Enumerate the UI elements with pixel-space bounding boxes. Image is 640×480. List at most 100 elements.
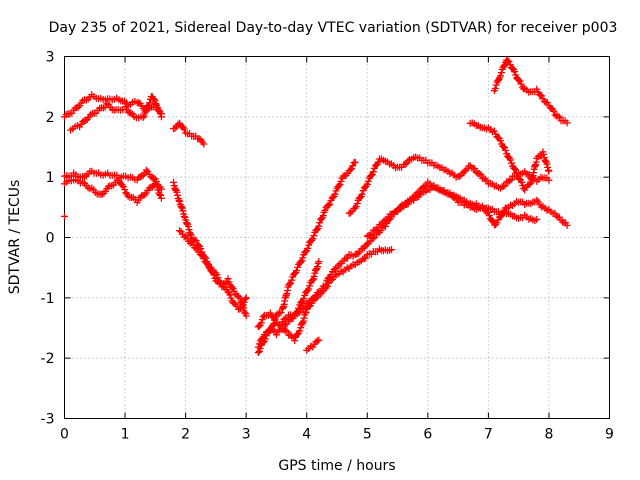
data-point xyxy=(456,172,464,180)
series-track xyxy=(303,336,323,354)
series-track xyxy=(170,119,208,148)
data-point xyxy=(153,183,161,191)
data-point xyxy=(499,209,507,217)
data-point xyxy=(377,221,385,229)
data-point xyxy=(545,167,553,175)
data-point xyxy=(156,191,164,199)
data-point xyxy=(335,182,343,190)
data-point xyxy=(416,188,424,196)
data-point xyxy=(503,178,511,186)
y-tick-label: -3 xyxy=(41,412,55,428)
data-point xyxy=(154,186,162,194)
data-point xyxy=(118,181,126,189)
data-point xyxy=(325,201,332,209)
data-point xyxy=(74,103,82,111)
data-point xyxy=(504,57,512,65)
x-tick-label: 2 xyxy=(181,427,190,443)
data-point xyxy=(293,267,301,275)
data-point xyxy=(475,170,483,177)
data-point xyxy=(241,295,249,303)
x-axis-label: GPS time / hours xyxy=(278,458,395,474)
data-point xyxy=(61,212,68,220)
data-point xyxy=(497,72,504,80)
data-point xyxy=(170,178,177,186)
data-point xyxy=(337,177,345,185)
data-point xyxy=(508,159,516,167)
data-point xyxy=(472,168,480,176)
data-point xyxy=(297,258,305,266)
data-point xyxy=(453,195,461,203)
data-point xyxy=(362,254,370,262)
data-point xyxy=(141,109,149,117)
data-point xyxy=(269,326,277,334)
data-point xyxy=(492,221,500,228)
data-point xyxy=(506,61,514,69)
data-point xyxy=(518,178,526,186)
data-point xyxy=(224,275,232,283)
data-point xyxy=(517,80,525,88)
data-point xyxy=(331,190,339,198)
data-point xyxy=(369,168,377,176)
x-tick-label: 1 xyxy=(121,427,130,443)
data-point xyxy=(242,294,250,302)
series-track xyxy=(254,245,395,345)
data-point xyxy=(230,299,238,307)
data-point xyxy=(404,157,412,165)
y-tick-label: 3 xyxy=(46,50,55,66)
data-point xyxy=(363,232,371,240)
data-point xyxy=(490,127,498,135)
y-axis-label: SDTVAR / TECUs xyxy=(7,180,23,295)
data-point xyxy=(349,162,357,170)
data-point xyxy=(497,137,504,145)
data-point xyxy=(200,140,208,148)
data-point xyxy=(545,176,553,184)
data-point xyxy=(271,315,279,323)
data-point xyxy=(413,189,421,197)
y-tick-label: -2 xyxy=(41,351,55,367)
data-point xyxy=(346,166,354,174)
x-tick-label: 3 xyxy=(242,427,251,443)
data-point xyxy=(492,81,500,89)
data-point xyxy=(127,109,135,117)
data-point xyxy=(179,123,187,131)
x-tick-label: 5 xyxy=(363,427,372,443)
data-point xyxy=(350,159,358,167)
data-point xyxy=(225,278,233,286)
data-point xyxy=(302,308,310,316)
data-point xyxy=(538,92,546,100)
data-point xyxy=(500,143,507,151)
data-point xyxy=(354,250,362,258)
x-tick-label: 8 xyxy=(544,427,553,443)
data-point xyxy=(319,212,327,220)
data-point xyxy=(254,349,262,357)
data-point xyxy=(147,173,155,181)
series-track xyxy=(67,93,165,134)
data-point xyxy=(288,276,296,284)
data-point xyxy=(484,208,492,216)
data-point xyxy=(335,261,342,269)
data-point xyxy=(261,335,269,343)
data-point xyxy=(144,102,152,110)
data-point xyxy=(451,194,459,202)
series-track xyxy=(363,178,571,240)
data-point xyxy=(191,244,199,252)
data-point xyxy=(186,230,194,238)
data-point xyxy=(175,196,183,204)
data-point xyxy=(240,298,248,306)
data-point xyxy=(471,165,479,173)
data-point xyxy=(351,158,359,166)
data-point xyxy=(497,69,505,77)
data-point xyxy=(511,165,519,173)
data-point xyxy=(315,258,323,266)
data-point xyxy=(304,299,312,307)
data-point xyxy=(374,158,382,166)
y-tick-label: 2 xyxy=(46,110,55,126)
data-point xyxy=(277,321,285,329)
data-point xyxy=(142,166,150,174)
data-point xyxy=(313,226,321,234)
data-point xyxy=(359,245,367,253)
data-point xyxy=(145,184,153,192)
data-point xyxy=(533,215,541,223)
data-point xyxy=(353,200,361,208)
